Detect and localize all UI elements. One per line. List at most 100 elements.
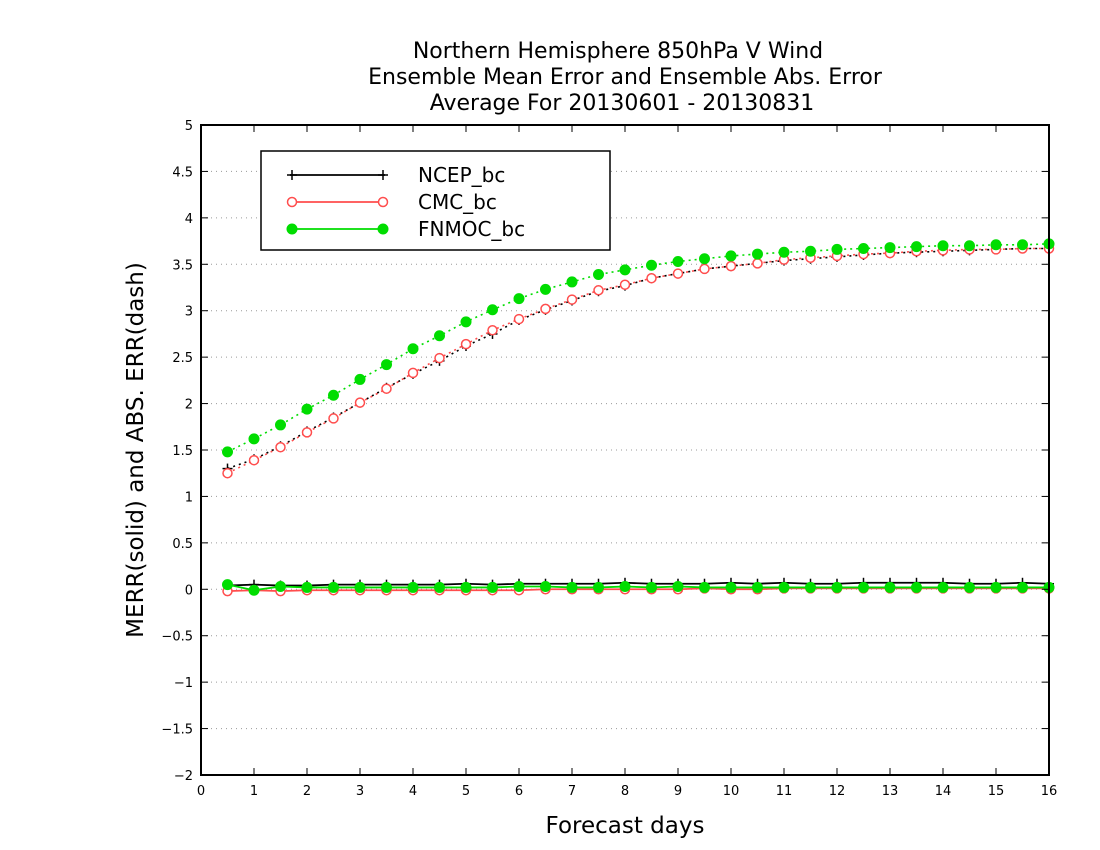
x-tick-label-16: 16 xyxy=(1041,784,1058,799)
x-tick-label-15: 15 xyxy=(988,784,1005,799)
y-tick-label-10: 3 xyxy=(185,305,193,320)
y-tick-label-8: 2 xyxy=(185,398,193,413)
point-abs-err-CMC_bc-10 xyxy=(487,324,498,336)
point-merr-FNMOC_bc-6 xyxy=(381,581,392,593)
legend-marker-end-FNMOC_bc xyxy=(377,223,389,235)
point-merr-FNMOC_bc-3 xyxy=(301,581,313,593)
point-abs-err-FNMOC_bc-13 xyxy=(566,276,578,288)
point-abs-err-CMC_bc-4 xyxy=(328,413,339,424)
point-merr-FNMOC_bc-17 xyxy=(672,581,684,592)
x-tick-label-0: 0 xyxy=(197,784,205,799)
point-abs-err-CMC_bc-15 xyxy=(619,279,631,290)
point-abs-err-FNMOC_bc-30 xyxy=(1017,239,1028,251)
point-merr-FNMOC_bc-15 xyxy=(619,581,631,592)
x-tick-label-13: 13 xyxy=(882,784,899,799)
point-merr-FNMOC_bc-23 xyxy=(831,581,843,593)
point-abs-err-FNMOC_bc-25 xyxy=(884,242,896,254)
point-abs-err-FNMOC_bc-11 xyxy=(513,293,525,305)
point-abs-err-FNMOC_bc-1 xyxy=(248,433,260,445)
point-abs-err-FNMOC_bc-22 xyxy=(805,245,816,257)
point-abs-err-FNMOC_bc-14 xyxy=(593,269,604,280)
point-abs-err-CMC_bc-13 xyxy=(566,294,578,305)
point-abs-err-FNMOC_bc-4 xyxy=(328,389,339,401)
point-abs-err-CMC_bc-16 xyxy=(646,272,657,284)
legend-label-CMC_bc: CMC_bc xyxy=(418,190,497,214)
point-merr-FNMOC_bc-28 xyxy=(964,581,975,593)
x-tick-label-2: 2 xyxy=(303,784,311,799)
point-merr-FNMOC_bc-12 xyxy=(540,581,551,592)
point-abs-err-CMC_bc-3 xyxy=(301,427,313,438)
point-abs-err-FNMOC_bc-21 xyxy=(778,246,790,258)
x-tick-label-7: 7 xyxy=(568,784,576,799)
point-abs-err-FNMOC_bc-29 xyxy=(990,239,1002,251)
y-tick-label-14: 5 xyxy=(185,119,193,134)
point-abs-err-FNMOC_bc-2 xyxy=(275,419,286,431)
legend-marker-start-FNMOC_bc xyxy=(286,223,298,235)
legend-label-FNMOC_bc: FNMOC_bc xyxy=(418,217,525,241)
chart-title-line-2: Ensemble Mean Error and Ensemble Abs. Er… xyxy=(368,65,883,90)
point-abs-err-CMC_bc-9 xyxy=(460,338,472,350)
x-tick-label-9: 9 xyxy=(674,784,682,799)
y-tick-label-1: −1.5 xyxy=(161,723,193,738)
point-abs-err-FNMOC_bc-24 xyxy=(858,243,869,254)
legend-box xyxy=(260,150,611,251)
point-abs-err-CMC_bc-6 xyxy=(381,383,392,394)
y-tick-label-3: −0.5 xyxy=(161,630,193,645)
y-tick-label-9: 2.5 xyxy=(172,351,193,366)
point-merr-FNMOC_bc-4 xyxy=(328,581,339,593)
point-merr-FNMOC_bc-16 xyxy=(646,581,657,593)
x-axis-ticks: 0 1 2 3 4 5 6 7 8 9 10 11 12 13 14 15 16 xyxy=(197,125,1057,799)
point-abs-err-FNMOC_bc-20 xyxy=(752,248,763,260)
point-merr-FNMOC_bc-14 xyxy=(593,581,604,593)
legend-marker-end-NCEP_bc xyxy=(378,170,388,180)
point-merr-FNMOC_bc-19 xyxy=(725,581,737,593)
point-merr-FNMOC_bc-8 xyxy=(434,581,445,593)
y-tick-label-0: −2 xyxy=(174,769,193,784)
point-merr-FNMOC_bc-10 xyxy=(487,581,498,593)
y-tick-label-2: −1 xyxy=(174,676,193,691)
x-tick-label-4: 4 xyxy=(409,784,417,799)
point-abs-err-FNMOC_bc-5 xyxy=(354,373,366,385)
x-tick-label-12: 12 xyxy=(829,784,846,799)
point-abs-err-FNMOC_bc-10 xyxy=(487,304,498,316)
legend-marker-end-CMC_bc xyxy=(377,196,389,208)
y-axis-label: MERR(solid) and ABS. ERR(dash) xyxy=(123,262,149,638)
point-abs-err-FNMOC_bc-3 xyxy=(301,403,313,415)
legend-items: NCEP_bc CMC_bc FNMOC_bc xyxy=(286,163,525,241)
point-abs-err-CMC_bc-5 xyxy=(354,397,366,408)
y-tick-label-6: 1 xyxy=(185,490,193,505)
point-abs-err-FNMOC_bc-26 xyxy=(911,241,922,253)
point-merr-FNMOC_bc-2 xyxy=(275,581,286,592)
point-merr-FNMOC_bc-27 xyxy=(937,581,949,593)
point-abs-err-FNMOC_bc-28 xyxy=(964,240,975,252)
point-abs-err-CMC_bc-11 xyxy=(513,313,525,325)
chart-title-line-3: Average For 20130601 - 20130831 xyxy=(430,91,815,116)
point-merr-FNMOC_bc-29 xyxy=(990,581,1002,593)
x-tick-label-10: 10 xyxy=(723,784,740,799)
point-abs-err-FNMOC_bc-17 xyxy=(672,256,684,267)
point-merr-FNMOC_bc-5 xyxy=(354,581,366,593)
legend-marker-start-NCEP_bc xyxy=(287,170,297,180)
point-abs-err-FNMOC_bc-15 xyxy=(619,264,631,276)
point-merr-FNMOC_bc-11 xyxy=(513,581,525,592)
point-abs-err-FNMOC_bc-23 xyxy=(831,243,843,255)
legend: NCEP_bc CMC_bc FNMOC_bc xyxy=(260,150,611,251)
y-tick-label-4: 0 xyxy=(185,583,193,598)
point-abs-err-FNMOC_bc-8 xyxy=(434,330,445,342)
point-abs-err-FNMOC_bc-16 xyxy=(646,259,657,271)
point-abs-err-CMC_bc-17 xyxy=(672,268,684,279)
point-abs-err-CMC_bc-14 xyxy=(593,285,604,296)
point-abs-err-CMC_bc-20 xyxy=(752,258,763,269)
point-abs-err-CMC_bc-1 xyxy=(248,454,260,466)
point-merr-FNMOC_bc-20 xyxy=(752,581,763,593)
point-merr-FNMOC_bc-21 xyxy=(778,581,790,593)
point-abs-err-CMC_bc-0 xyxy=(222,467,233,479)
x-tick-label-14: 14 xyxy=(935,784,952,799)
point-merr-FNMOC_bc-13 xyxy=(566,581,578,593)
point-merr-FNMOC_bc-24 xyxy=(858,581,869,593)
point-merr-FNMOC_bc-18 xyxy=(699,581,710,593)
y-tick-label-13: 4.5 xyxy=(172,165,193,180)
y-tick-label-7: 1.5 xyxy=(172,444,193,459)
